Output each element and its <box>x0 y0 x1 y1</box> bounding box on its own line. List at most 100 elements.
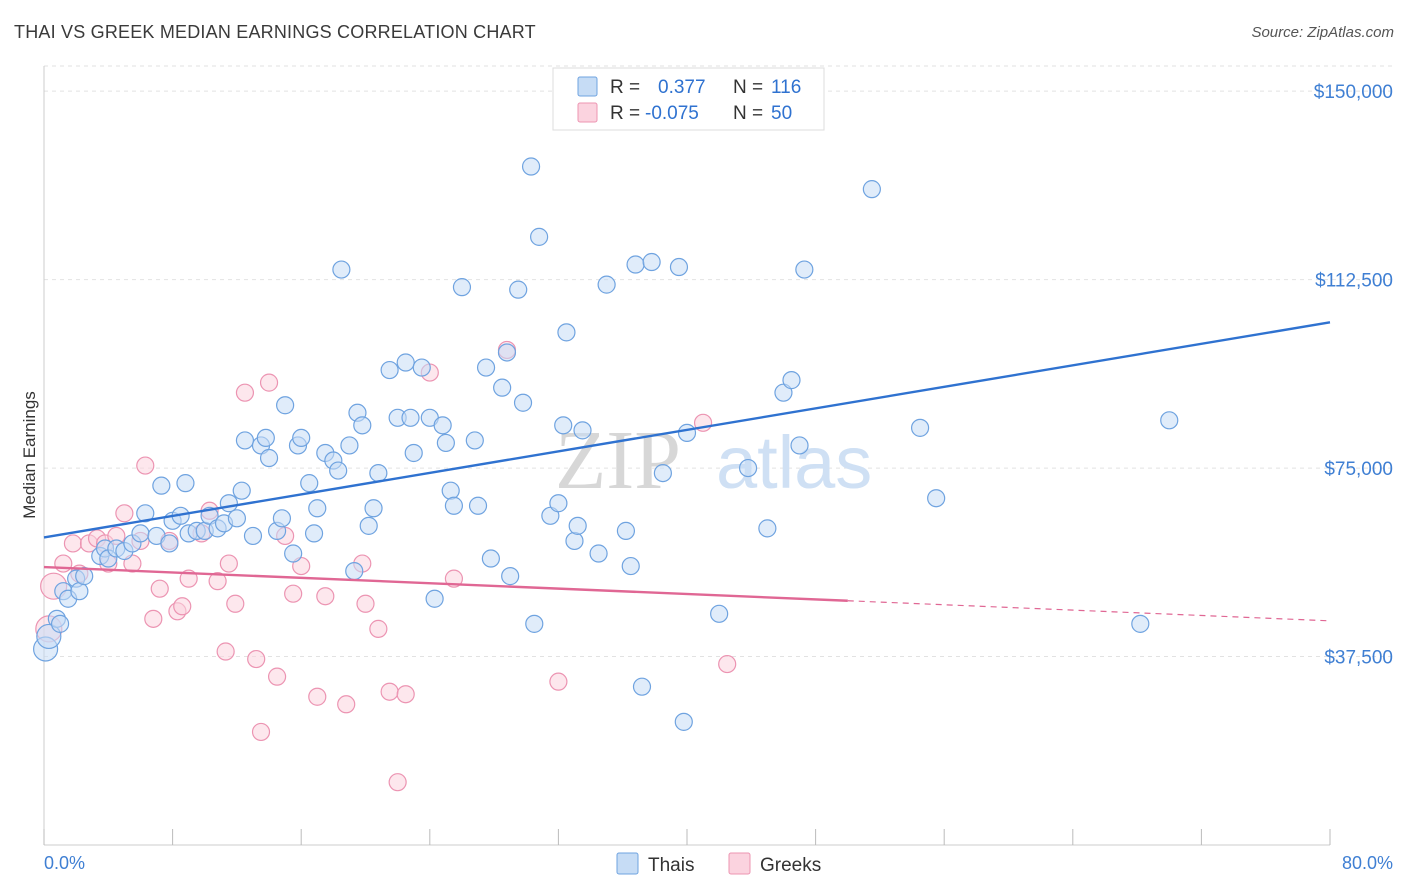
thai-point <box>259 448 279 468</box>
greek-point <box>54 554 73 573</box>
thai-point <box>669 257 689 277</box>
thai-point <box>404 443 423 463</box>
greek-point <box>150 579 169 598</box>
thai-point <box>50 614 70 633</box>
legend-swatch-thais <box>577 76 598 97</box>
thai-point <box>345 561 364 581</box>
thai-point <box>332 260 351 279</box>
axis-layer: $37,500 $75,000 $112,500 $150,000 0.0% 80.0% M… <box>20 66 1393 873</box>
thai-point <box>364 499 383 518</box>
thai-point <box>70 582 89 601</box>
thai-point <box>292 428 311 448</box>
thai-point <box>589 544 608 563</box>
thai-point <box>677 423 697 442</box>
greek-point <box>63 534 83 553</box>
greek-point <box>356 594 375 613</box>
thai-point <box>340 436 359 455</box>
thai-point <box>501 567 520 586</box>
thai-point <box>401 408 420 427</box>
thai-point <box>380 360 399 380</box>
thai-point <box>674 712 693 731</box>
thai-point <box>862 180 881 199</box>
greek-point <box>115 504 134 523</box>
bottom-legend-swatch-thais <box>616 852 639 875</box>
thai-point <box>353 416 372 435</box>
legend-r-value-greeks: -0.075 <box>645 103 699 124</box>
thai-point <box>131 524 150 543</box>
thai-point <box>284 544 303 563</box>
x-tick-label: 0.0% <box>44 853 85 873</box>
greek-point <box>316 587 335 606</box>
thai-point <box>513 393 533 412</box>
y-tick-label: $37,500 <box>1324 648 1393 669</box>
greek-point <box>396 685 415 704</box>
thai-point <box>272 509 292 528</box>
greek-point <box>208 572 227 591</box>
thai-point <box>396 353 415 372</box>
greek-point <box>219 554 238 573</box>
thai-point <box>565 531 584 551</box>
thai-point <box>530 227 549 246</box>
greek-point <box>136 456 155 475</box>
greek-point <box>284 584 303 603</box>
thai-point <box>626 255 645 274</box>
bottom-legend: Thais Greeks <box>616 852 821 876</box>
greek-point <box>144 609 163 628</box>
thai-point <box>710 604 729 623</box>
thai-point <box>465 431 484 450</box>
thai-point <box>910 418 930 437</box>
thai-point <box>160 534 179 553</box>
thai-point <box>554 416 573 435</box>
greek-point <box>226 594 245 613</box>
watermark-atlas: atlas <box>716 421 872 504</box>
thai-point <box>308 499 327 518</box>
grid-layer <box>44 65 1395 658</box>
thai-point <box>497 343 517 362</box>
thai-point <box>441 481 460 500</box>
thai-point <box>521 157 541 176</box>
x-tick-label: 80.0% <box>1342 853 1393 873</box>
thai-point <box>758 519 777 538</box>
greek-point <box>308 687 327 706</box>
thai-point <box>235 431 255 450</box>
y-tick-label: $75,000 <box>1324 459 1393 480</box>
thai-point <box>412 358 431 377</box>
source-label: Source: ZipAtlas.com <box>1251 24 1394 41</box>
thai-point <box>568 516 587 535</box>
thai-point <box>927 489 946 508</box>
thai-point <box>573 421 592 440</box>
legend-r-value-thais: 0.377 <box>658 77 706 98</box>
bottom-legend-swatch-greeks <box>728 852 751 875</box>
thai-point <box>509 280 528 299</box>
legend-n-value-thais: 116 <box>771 77 801 98</box>
thai-point <box>227 509 246 528</box>
thai-point <box>476 358 496 377</box>
thai-point <box>557 323 576 342</box>
thai-point <box>256 428 275 448</box>
greek-point <box>388 773 407 792</box>
thai-point <box>243 526 263 546</box>
thai-point <box>300 474 319 493</box>
thai-point <box>329 461 348 480</box>
thai-point <box>653 463 672 483</box>
thai-point <box>433 416 452 435</box>
greek-point <box>718 654 737 674</box>
thai-point <box>738 458 758 478</box>
thai-point <box>632 677 652 696</box>
legend-swatch-greeks <box>577 102 598 123</box>
thai-point <box>481 549 500 568</box>
thai-point <box>152 476 171 495</box>
greek-point <box>369 619 388 638</box>
watermark: ZIP atlas <box>555 414 872 507</box>
thai-point <box>1160 411 1179 430</box>
greeks-trend-line-dashed <box>847 600 1331 622</box>
greek-point <box>247 649 266 669</box>
greek-point <box>216 642 235 661</box>
greek-point <box>173 597 192 616</box>
thai-point <box>452 278 472 297</box>
thai-point <box>597 275 616 294</box>
thai-point <box>493 378 512 397</box>
thai-point <box>782 371 801 390</box>
thais-points <box>33 157 1179 731</box>
